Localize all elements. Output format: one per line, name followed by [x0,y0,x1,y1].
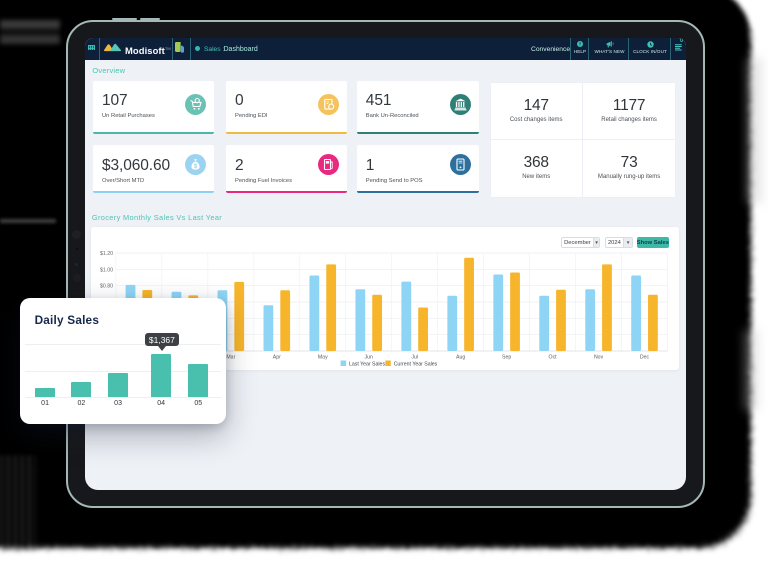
svg-text:?: ? [579,42,582,47]
svg-text:Oct: Oct [549,354,558,360]
svg-text:Jun: Jun [365,354,373,360]
svg-text:Last Year Sales: Last Year Sales [349,361,385,367]
svg-text:Nov: Nov [594,354,604,360]
svg-text:Aug: Aug [456,354,465,360]
svg-text:$: $ [193,164,197,170]
svg-text:Apr: Apr [273,354,281,360]
svg-text:$1.00: $1.00 [100,267,113,273]
svg-text:Mar: Mar [226,354,235,360]
svg-text:Sep: Sep [502,354,511,360]
svg-text:Dec: Dec [640,354,650,360]
svg-text:Current Year Sales: Current Year Sales [394,361,438,367]
svg-text:$1.20: $1.20 [100,251,113,257]
svg-text:$0.80: $0.80 [100,284,113,290]
svg-text:Jul: Jul [411,354,418,360]
svg-text:May: May [318,354,328,360]
